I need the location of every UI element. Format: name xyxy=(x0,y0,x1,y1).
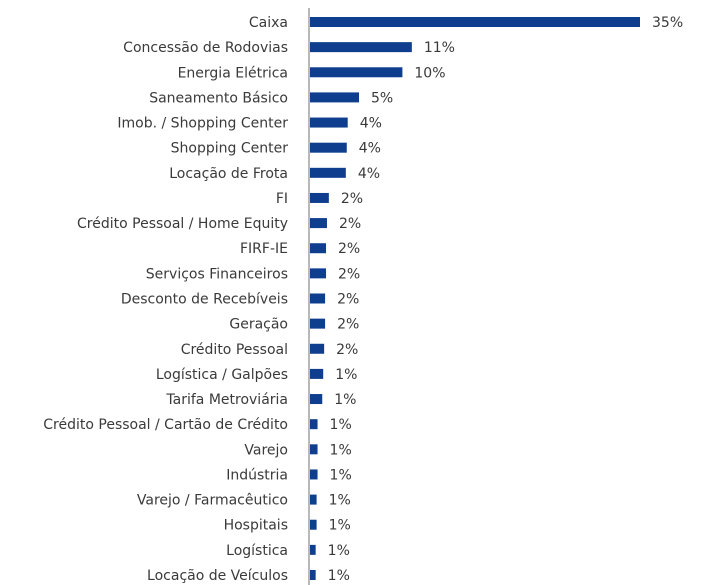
value-label: 4% xyxy=(358,166,380,182)
bar xyxy=(310,293,326,304)
category-label: Saneamento Básico xyxy=(149,90,288,106)
category-label: Tarifa Metroviária xyxy=(165,392,288,408)
category-label: Indústria xyxy=(226,467,288,483)
category-label: Crédito Pessoal / Cartão de Crédito xyxy=(43,417,288,433)
value-label: 4% xyxy=(360,116,382,132)
value-label: 2% xyxy=(341,191,363,207)
bar xyxy=(310,167,346,178)
category-label: Imob. / Shopping Center xyxy=(117,116,288,132)
bar xyxy=(310,243,327,254)
bar xyxy=(310,142,347,153)
value-label: 2% xyxy=(338,266,360,282)
value-label: 1% xyxy=(328,543,350,559)
category-label: FIRF-IE xyxy=(240,241,288,257)
value-label: 2% xyxy=(337,317,359,333)
value-label: 2% xyxy=(339,216,361,232)
bar xyxy=(310,17,640,27)
category-label: Varejo xyxy=(244,442,288,458)
value-label: 2% xyxy=(338,241,360,257)
value-label: 2% xyxy=(337,292,359,308)
bar xyxy=(310,494,317,505)
bar xyxy=(310,570,316,580)
category-label: Serviços Financeiros xyxy=(146,266,288,282)
category-label: Hospitais xyxy=(224,518,288,534)
category-label: Crédito Pessoal / Home Equity xyxy=(77,216,288,232)
bar xyxy=(310,368,324,379)
value-label: 2% xyxy=(336,342,358,358)
value-label: 1% xyxy=(335,367,357,383)
bar xyxy=(310,218,327,229)
bar xyxy=(310,419,318,430)
bar xyxy=(310,92,360,103)
value-label: 1% xyxy=(334,392,356,408)
bar xyxy=(310,544,316,555)
bar xyxy=(310,117,348,128)
bar xyxy=(310,519,317,530)
bar xyxy=(310,343,325,354)
bar xyxy=(310,394,323,405)
bar xyxy=(310,42,412,53)
category-label: Concessão de Rodovias xyxy=(123,40,288,56)
category-label: Varejo / Farmacêutico xyxy=(137,493,288,509)
value-label: 1% xyxy=(330,417,352,433)
value-label: 10% xyxy=(414,65,445,81)
category-label: Crédito Pessoal xyxy=(181,342,288,358)
value-label: 1% xyxy=(329,493,351,509)
value-label: 1% xyxy=(329,518,351,534)
category-label: Caixa xyxy=(249,15,288,31)
value-label: 35% xyxy=(652,15,683,31)
bar xyxy=(310,67,403,78)
bar xyxy=(310,444,318,455)
category-label: FI xyxy=(276,191,288,207)
category-label: Locação de Veículos xyxy=(147,568,288,584)
value-label: 1% xyxy=(330,467,352,483)
category-label: Logística / Galpões xyxy=(156,367,288,383)
category-label: Desconto de Recebíveis xyxy=(121,292,288,308)
bar xyxy=(310,268,327,279)
category-label: Logística xyxy=(226,543,288,559)
value-label: 1% xyxy=(330,442,352,458)
bar xyxy=(310,469,318,480)
value-label: 1% xyxy=(328,568,350,584)
category-label: Shopping Center xyxy=(171,141,289,157)
value-label: 5% xyxy=(371,90,393,106)
category-label: Geração xyxy=(229,317,288,333)
value-label: 11% xyxy=(424,40,455,56)
category-label: Energia Elétrica xyxy=(178,65,288,81)
value-label: 4% xyxy=(359,141,381,157)
category-label: Locação de Frota xyxy=(169,166,288,182)
bar xyxy=(310,318,326,329)
bar xyxy=(310,192,329,203)
